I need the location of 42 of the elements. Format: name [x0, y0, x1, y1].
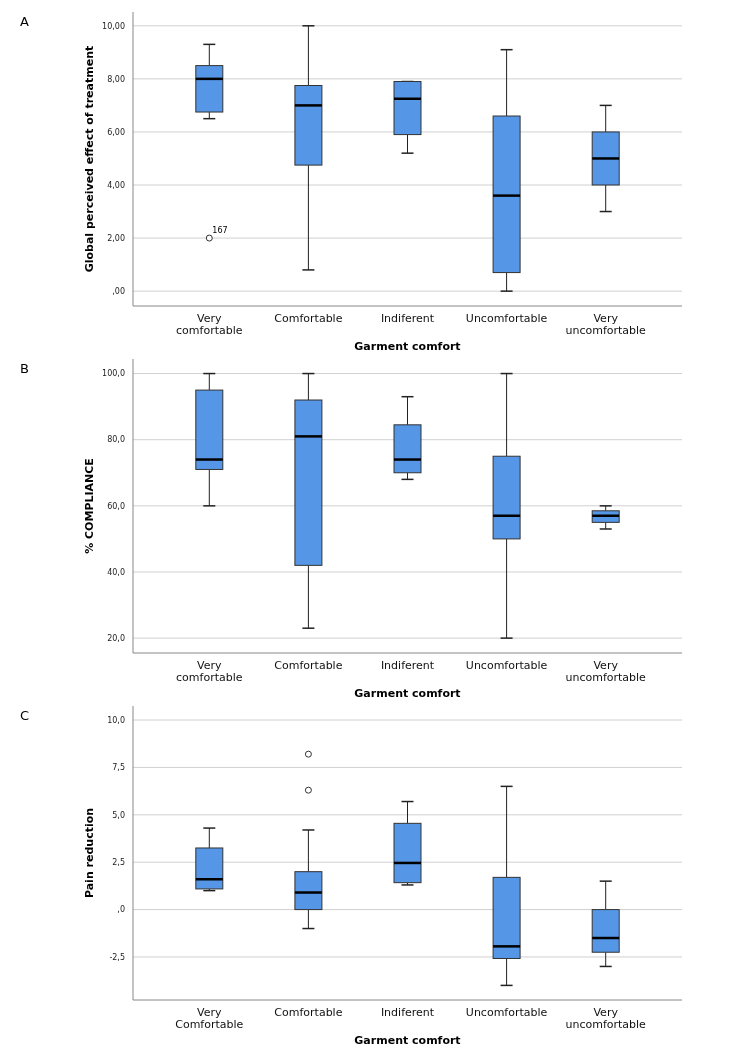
x-tick-label: Indiferent — [380, 1006, 435, 1019]
y-tick-label: 60,0 — [107, 501, 125, 511]
y-tick-label: 20,0 — [107, 633, 125, 643]
x-tick-label: Uncomfortable — [465, 312, 548, 325]
x-tick-label: Very Comfortable — [175, 1006, 244, 1031]
y-tick-label: -2,5 — [109, 952, 125, 962]
x-tick-label: Very comfortable — [176, 312, 243, 337]
annotation: 167 — [212, 226, 228, 236]
y-tick-label: 7,5 — [112, 763, 125, 773]
x-tick-label: Comfortable — [274, 659, 343, 672]
y-axis-title: Pain reduction — [83, 807, 96, 899]
x-tick-label: Uncomfortable — [465, 1006, 548, 1019]
y-axis-title: % COMPLIANCE — [83, 458, 96, 554]
y-tick-label: 5,0 — [112, 810, 125, 820]
y-tick-label: 4,00 — [107, 180, 125, 190]
text: A — [20, 14, 29, 29]
y-tick-label: 2,00 — [107, 233, 125, 243]
x-tick-label: Comfortable — [274, 1006, 343, 1019]
x-axis-title: Garment comfort — [354, 1034, 461, 1047]
x-tick-label: Comfortable — [274, 312, 343, 325]
y-tick-label: 100,0 — [102, 369, 125, 379]
y-tick-label: 8,00 — [107, 74, 125, 84]
y-axis-title: Global perceived effect of treatment — [83, 45, 96, 273]
y-tick-label: 80,0 — [107, 435, 125, 445]
x-tick-label: Very uncomfortable — [565, 659, 647, 684]
x-tick-label: Uncomfortable — [465, 659, 548, 672]
text: B — [20, 361, 29, 376]
y-tick-label: ,00 — [112, 286, 125, 296]
x-tick-label: Very uncomfortable — [565, 1006, 647, 1031]
x-tick-label: Very uncomfortable — [565, 312, 647, 337]
x-tick-label: Very comfortable — [176, 659, 243, 684]
y-tick-label: 2,5 — [112, 857, 125, 867]
x-tick-label: Indiferent — [380, 659, 435, 672]
y-tick-label: 10,0 — [107, 715, 125, 725]
y-tick-label: ,0 — [117, 905, 125, 915]
text: C — [20, 708, 30, 723]
y-tick-label: 10,00 — [102, 21, 125, 31]
x-tick-label: Indiferent — [380, 312, 435, 325]
x-axis-title: Garment comfort — [354, 340, 461, 353]
y-tick-label: 6,00 — [107, 127, 125, 137]
y-tick-label: 40,0 — [107, 567, 125, 577]
x-axis-title: Garment comfort — [354, 687, 461, 700]
